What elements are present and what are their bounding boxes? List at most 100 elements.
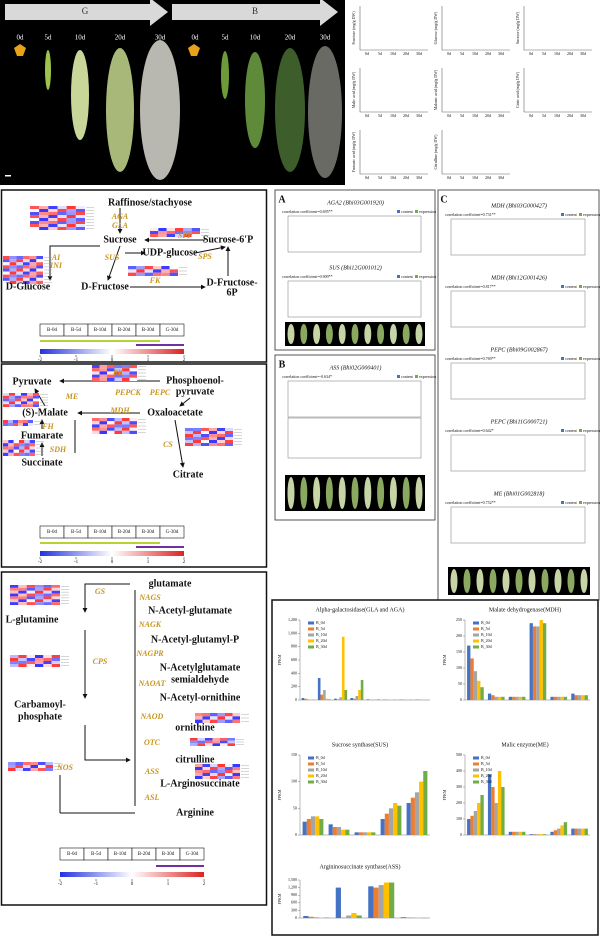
- heatmap-cell: [191, 228, 200, 231]
- heatmap-cell: [225, 431, 233, 434]
- y-tick-label: 500: [456, 752, 462, 757]
- heatmap-cell: [99, 371, 107, 375]
- gene-title: MDH (Bhi03G000427): [490, 202, 547, 209]
- heatmap-cell: [3, 423, 8, 426]
- heatmap-cell: [26, 661, 35, 664]
- heatmap-cell: [8, 765, 16, 768]
- heatmap-cell: [3, 401, 9, 405]
- x-tick-label: 20d: [403, 51, 409, 56]
- heatmap-cell: [21, 393, 27, 396]
- heatmap-cell: [99, 374, 107, 378]
- metabolite-label: Fructose (mg/g DW): [351, 11, 356, 45]
- legend-swatch: [308, 627, 314, 631]
- color-scale: [60, 872, 204, 877]
- enzyme-label: NAOD: [140, 712, 164, 721]
- heatmap-cell: [13, 449, 19, 453]
- heatmap-cell: [128, 269, 137, 273]
- bar: [542, 834, 547, 835]
- arrow: [82, 583, 130, 613]
- heatmap-cell: [195, 716, 203, 720]
- bar: [358, 690, 361, 700]
- heatmap: [185, 428, 242, 446]
- legend-label: B_5d: [481, 761, 490, 766]
- heatmap-cell: [18, 593, 27, 597]
- heatmap-cell: [29, 449, 35, 453]
- heatmap-cell: [150, 234, 159, 237]
- legend-swatch: [579, 213, 582, 216]
- heatmap-cell: [13, 443, 19, 447]
- fruit: [325, 477, 333, 509]
- heatmap-cell: [114, 374, 122, 378]
- heatmap-cell: [122, 424, 130, 428]
- heatmap-cell: [195, 767, 203, 770]
- heatmap-cell: [29, 256, 37, 260]
- heatmap-cell: [51, 596, 60, 600]
- heatmap-cell: [30, 215, 40, 218]
- y-tick-label: 400: [456, 768, 462, 773]
- heatmap-cell: [122, 368, 130, 372]
- heatmap-cell: [8, 423, 13, 426]
- metabolite-node: Oxaloacetate: [147, 407, 203, 418]
- heatmap-cell: [43, 661, 52, 664]
- group-label: B: [252, 6, 258, 16]
- fruit: [245, 52, 265, 148]
- heatmap-cell: [21, 404, 27, 407]
- heatmap-cell: [202, 773, 210, 776]
- heatmap: [195, 764, 249, 779]
- heatmap-cell: [57, 224, 67, 227]
- legend-swatch: [308, 768, 314, 772]
- bar: [328, 824, 333, 835]
- bar: [355, 696, 359, 700]
- legend-label: content: [401, 374, 414, 379]
- heatmap-cell: [129, 424, 137, 428]
- heatmap-cell: [26, 599, 35, 603]
- y-tick-label: 50: [458, 681, 462, 686]
- bar: [467, 819, 471, 835]
- fruit: [515, 569, 523, 593]
- fruit: [377, 477, 385, 509]
- heatmap-cell: [38, 765, 46, 768]
- heatmap-cell: [48, 224, 58, 227]
- heatmap-cell: [66, 212, 76, 215]
- fruit: [463, 569, 471, 593]
- metabolite-label: Citrulline (mg/g DW): [433, 134, 438, 170]
- stage-label: B-30d: [142, 328, 155, 333]
- x-tick-label: 5d: [460, 113, 464, 118]
- bar: [563, 696, 568, 700]
- heatmap-cell: [169, 272, 178, 276]
- heatmap-cell: [3, 277, 10, 281]
- scale-bar: [5, 175, 11, 177]
- panel-a-box: [274, 189, 436, 351]
- heatmap-cell: [43, 585, 52, 588]
- heatmap-cell: [202, 764, 210, 767]
- heatmap-cell: [23, 262, 30, 266]
- y-axis-label: FPKM: [277, 893, 282, 904]
- heatmap-cell: [195, 713, 203, 717]
- legend-swatch: [473, 639, 479, 643]
- bar: [480, 795, 484, 835]
- bar: [494, 696, 498, 700]
- heatmap-cell: [9, 259, 17, 263]
- y-tick-label: 300: [291, 907, 297, 912]
- heatmap-cell: [129, 377, 137, 381]
- bar: [529, 623, 533, 700]
- legend-label: content: [401, 209, 414, 214]
- legend-swatch: [473, 627, 479, 631]
- heatmap-cell: [166, 231, 175, 234]
- heatmap-cell: [232, 776, 240, 779]
- legend-label: B_10d: [481, 767, 492, 772]
- bar: [383, 882, 390, 918]
- bar: [306, 819, 311, 835]
- heatmap-cell: [225, 764, 233, 767]
- bar: [416, 917, 422, 918]
- heatmap-cell: [3, 398, 9, 402]
- heatmap-cell: [10, 658, 19, 661]
- heatmap-cell: [48, 221, 58, 224]
- heatmap-cell: [15, 398, 21, 402]
- heatmap-cell: [227, 743, 235, 746]
- heatmap-cell: [51, 655, 60, 658]
- fruit: [415, 324, 423, 344]
- bar: [352, 698, 356, 700]
- heatmap: [3, 256, 52, 284]
- bar: [477, 803, 481, 835]
